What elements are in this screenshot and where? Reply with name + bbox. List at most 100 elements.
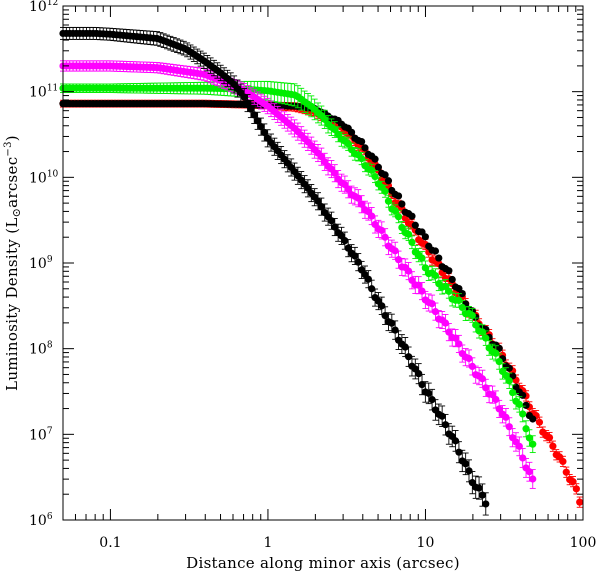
data-point	[505, 364, 513, 372]
data-point	[358, 200, 366, 208]
data-point	[522, 401, 530, 409]
data-point	[475, 484, 483, 492]
data-point	[445, 328, 453, 336]
data-point	[441, 421, 450, 429]
data-point	[519, 391, 527, 399]
data-point	[404, 267, 413, 275]
x-tick-label: 10	[417, 535, 435, 551]
data-point	[341, 237, 349, 245]
data-point	[451, 334, 460, 342]
data-point	[455, 448, 463, 456]
data-point	[515, 400, 523, 409]
data-point	[448, 275, 456, 284]
data-point	[451, 437, 460, 445]
data-point	[394, 192, 403, 200]
data-point	[240, 93, 248, 101]
data-point	[478, 491, 487, 499]
data-point	[502, 371, 510, 380]
data-point	[478, 328, 487, 336]
data-point	[331, 223, 339, 231]
data-point	[465, 467, 473, 475]
x-tick-label: 0.1	[99, 535, 121, 551]
data-point	[418, 287, 426, 295]
data-point	[458, 289, 466, 298]
data-point	[381, 312, 389, 320]
data-point	[354, 258, 362, 266]
data-point	[505, 423, 513, 431]
data-point	[317, 153, 325, 161]
series-5	[59, 26, 490, 516]
data-point	[482, 384, 490, 392]
data-point	[545, 433, 554, 442]
data-point	[347, 128, 356, 136]
data-point	[492, 395, 500, 404]
data-point	[529, 475, 537, 483]
data-point	[381, 171, 389, 179]
data-point	[421, 233, 429, 241]
data-point	[576, 498, 584, 506]
data-point	[458, 303, 466, 312]
y-axis-label-sun-symbol: ⊙	[10, 208, 23, 218]
data-point	[465, 354, 473, 363]
y-tick-label: 1010	[29, 169, 59, 186]
data-point	[472, 321, 480, 329]
data-point	[428, 300, 436, 308]
data-point	[368, 285, 376, 293]
y-tick-label: 1012	[29, 0, 58, 15]
series-2	[59, 100, 537, 423]
data-point	[445, 287, 453, 295]
data-point	[445, 267, 453, 275]
data-point	[361, 144, 369, 152]
data-point	[408, 238, 416, 246]
data-point	[378, 226, 386, 235]
series-4	[59, 60, 537, 489]
data-point	[415, 281, 423, 289]
data-point	[388, 319, 396, 327]
y-tick-label: 108	[29, 341, 53, 358]
data-point	[519, 410, 527, 418]
data-point	[425, 389, 433, 397]
y-tick-label: 109	[29, 255, 53, 272]
data-point	[354, 194, 362, 202]
y-axis-label: Luminosity Density (L⊙arcsec−3)	[3, 135, 23, 391]
data-point	[411, 221, 419, 229]
data-point	[529, 440, 537, 448]
data-point	[519, 454, 527, 462]
data-point	[509, 388, 517, 397]
x-axis-label: Distance along minor axis (arcsec)	[186, 554, 460, 572]
data-point	[358, 137, 366, 146]
data-point	[250, 111, 258, 119]
data-point	[529, 415, 537, 423]
data-point	[468, 311, 476, 320]
data-point	[438, 412, 446, 420]
y-axis-label-close: )	[3, 135, 21, 141]
data-point	[371, 172, 379, 181]
data-point	[344, 140, 352, 148]
y-axis-label-unit: arcsec	[3, 157, 21, 208]
data-point	[505, 377, 513, 385]
x-tick-label: 100	[570, 535, 597, 551]
data-point	[384, 197, 393, 205]
data-point	[314, 197, 322, 205]
data-point	[431, 308, 440, 316]
data-point	[478, 375, 487, 383]
data-point	[415, 370, 423, 378]
y-tick-label: 106	[29, 512, 53, 529]
data-point	[394, 256, 403, 264]
data-point	[441, 319, 450, 327]
data-point	[260, 128, 268, 137]
data-point	[391, 326, 399, 334]
data-point	[418, 380, 426, 389]
data-point	[468, 362, 476, 370]
data-point	[374, 163, 382, 171]
data-point	[482, 500, 490, 508]
data-point	[254, 117, 262, 125]
data-point	[381, 233, 389, 241]
data-point	[455, 340, 463, 348]
data-point	[394, 213, 403, 221]
data-point	[384, 177, 393, 185]
data-point	[368, 212, 376, 220]
x-tick-label: 1	[263, 535, 272, 551]
data-point	[522, 425, 530, 433]
